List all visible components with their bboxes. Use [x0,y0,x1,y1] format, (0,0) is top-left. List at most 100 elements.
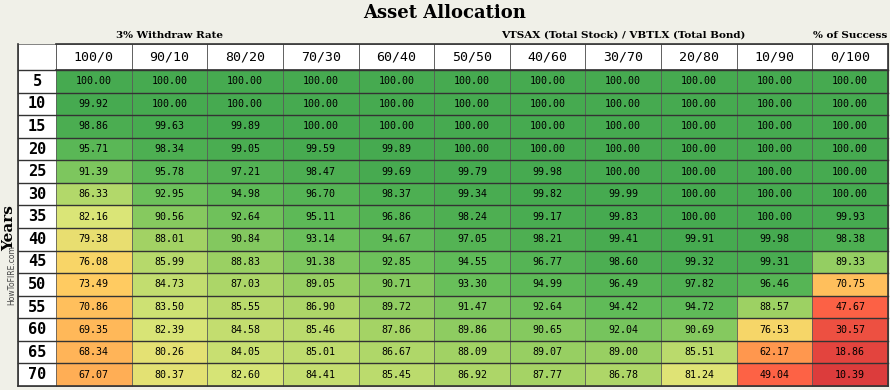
Bar [207,115,283,138]
Text: VTSAX (Total Stock) / VBTLX (Total Bond): VTSAX (Total Stock) / VBTLX (Total Bond) [501,30,746,39]
Text: 99.05: 99.05 [231,144,260,154]
Text: 90.69: 90.69 [684,324,714,335]
Text: 0/100: 0/100 [830,50,870,64]
Text: 70/30: 70/30 [301,50,341,64]
Text: 90.56: 90.56 [155,212,184,222]
Text: 99.89: 99.89 [381,144,411,154]
Bar [661,318,737,341]
Text: 100.00: 100.00 [832,189,868,199]
Text: 100.00: 100.00 [530,76,566,86]
Text: 95.71: 95.71 [79,144,109,154]
Text: 70.75: 70.75 [835,279,865,289]
Text: 92.85: 92.85 [381,257,411,267]
Text: 35: 35 [28,209,46,224]
Bar [359,92,434,115]
Text: 100.00: 100.00 [454,144,490,154]
Text: 55: 55 [28,300,46,314]
Bar [132,160,207,183]
Bar [207,363,283,386]
Bar [359,341,434,363]
Text: 98.37: 98.37 [381,189,411,199]
Bar [434,70,510,92]
Bar [586,206,661,228]
Bar [207,70,283,92]
Text: 99.17: 99.17 [532,212,562,222]
Text: 84.58: 84.58 [231,324,260,335]
Text: 100.00: 100.00 [681,99,717,109]
Text: 86.67: 86.67 [381,347,411,357]
Bar [207,92,283,115]
Bar [56,273,132,296]
Bar [56,115,132,138]
Text: 68.34: 68.34 [79,347,109,357]
Text: 87.86: 87.86 [381,324,411,335]
Text: 100.00: 100.00 [303,76,339,86]
Bar [283,138,359,160]
Text: 100.00: 100.00 [756,99,793,109]
Text: 100/0: 100/0 [74,50,114,64]
Bar [434,115,510,138]
Bar [207,250,283,273]
Bar [56,44,888,70]
Bar [737,296,813,318]
Text: 99.63: 99.63 [155,121,184,131]
Text: 100.00: 100.00 [832,167,868,177]
Text: 98.21: 98.21 [532,234,562,244]
Text: 30/70: 30/70 [603,50,643,64]
Text: 82.60: 82.60 [231,370,260,380]
Bar [359,115,434,138]
Text: 86.92: 86.92 [457,370,487,380]
Bar [207,206,283,228]
Bar [207,296,283,318]
Bar [586,92,661,115]
Bar [813,92,888,115]
Bar [510,206,586,228]
Text: 67.07: 67.07 [79,370,109,380]
Text: 100.00: 100.00 [832,144,868,154]
Text: 87.77: 87.77 [532,370,562,380]
Text: 99.91: 99.91 [684,234,714,244]
Text: 96.86: 96.86 [381,212,411,222]
Bar [283,273,359,296]
Text: 10.39: 10.39 [835,370,865,380]
Bar [359,250,434,273]
Text: 100.00: 100.00 [378,121,415,131]
Text: 99.79: 99.79 [457,167,487,177]
Bar [586,228,661,250]
Bar [132,138,207,160]
Text: 30: 30 [28,187,46,202]
Text: 94.98: 94.98 [231,189,260,199]
Bar [283,341,359,363]
Bar [207,273,283,296]
Text: 15: 15 [28,119,46,134]
Bar [586,296,661,318]
Bar [510,250,586,273]
Bar [18,183,56,206]
Text: 70: 70 [28,367,46,382]
Text: 3% Withdraw Rate: 3% Withdraw Rate [116,30,223,39]
Text: 99.32: 99.32 [684,257,714,267]
Text: 89.07: 89.07 [532,347,562,357]
Text: 89.00: 89.00 [608,347,638,357]
Bar [737,318,813,341]
Text: 90/10: 90/10 [150,50,190,64]
Bar [586,250,661,273]
Text: 82.39: 82.39 [155,324,184,335]
Text: 92.64: 92.64 [532,302,562,312]
Text: 100.00: 100.00 [303,99,339,109]
Text: 100.00: 100.00 [227,76,263,86]
Bar [586,363,661,386]
Text: 88.83: 88.83 [231,257,260,267]
Text: 91.38: 91.38 [306,257,336,267]
Text: 47.67: 47.67 [835,302,865,312]
Text: 88.57: 88.57 [759,302,789,312]
Text: 94.72: 94.72 [684,302,714,312]
Bar [132,115,207,138]
Bar [813,183,888,206]
Text: 99.98: 99.98 [532,167,562,177]
Text: 97.82: 97.82 [684,279,714,289]
Bar [661,160,737,183]
Text: 99.98: 99.98 [759,234,789,244]
Bar [813,228,888,250]
Text: 30.57: 30.57 [835,324,865,335]
